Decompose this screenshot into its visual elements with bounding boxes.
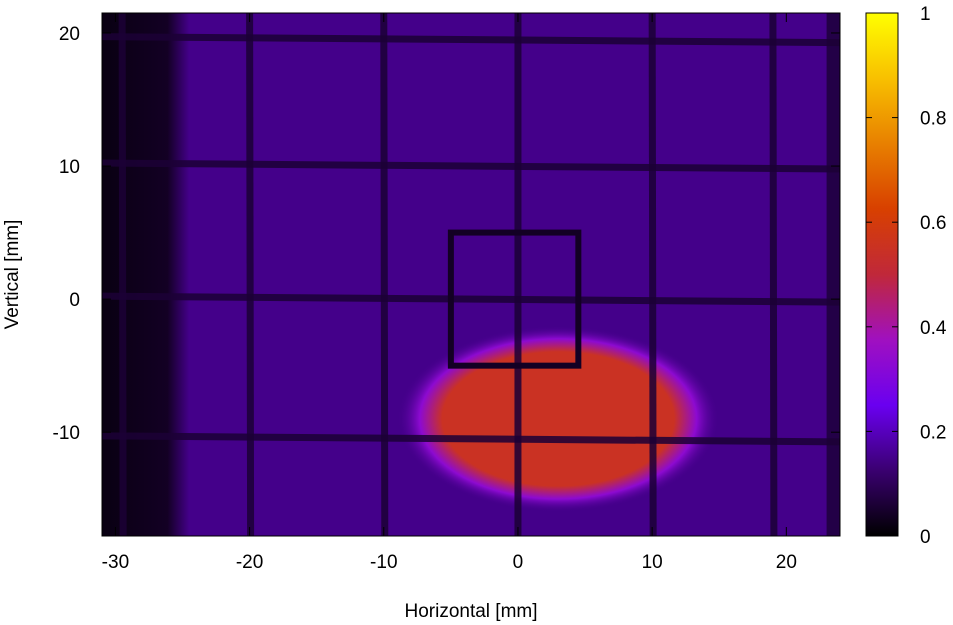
beam-spot: [397, 325, 720, 513]
x-tick-label: 0: [513, 552, 524, 573]
right-edge-region: [826, 13, 840, 536]
x-tick-label: -30: [102, 552, 129, 573]
y-tick-label: 10: [59, 157, 80, 178]
y-tick-label: 0: [69, 290, 80, 311]
colorbar-tick-label: 0.6: [920, 213, 946, 234]
plot-frame: [101, 12, 841, 537]
grid-wire-horizontal: [102, 33, 840, 47]
grid-wire-vertical: [380, 13, 389, 536]
colorbar-tick-label: 0.4: [920, 318, 947, 339]
colorbar-tick-label: 1: [920, 4, 931, 25]
heatmap-image: [102, 13, 840, 536]
grid-wire-vertical: [246, 13, 255, 536]
y-tick-label: -10: [53, 423, 80, 444]
x-tick-label: -20: [236, 552, 263, 573]
x-tick-label: 20: [776, 552, 797, 573]
axes: -30 -20 -10 0 10 20 20 10 0 -10: [53, 13, 840, 573]
grid-wire-horizontal: [102, 292, 840, 306]
colorbar: [865, 12, 899, 537]
y-axis-label: Vertical [mm]: [2, 220, 23, 330]
x-tick-label: 10: [642, 552, 663, 573]
colorbar-axis: 0 0.2 0.4 0.6 0.8 1: [866, 4, 947, 548]
aperture-frame: [447, 229, 582, 369]
grid-wire-vertical: [648, 13, 657, 536]
x-tick-label: -10: [370, 552, 397, 573]
grid-wire-horizontal: [102, 432, 840, 446]
y-tick-label: 20: [59, 24, 80, 45]
grid-wire-vertical: [118, 13, 127, 536]
x-axis-label: Horizontal [mm]: [404, 601, 537, 622]
dark-edge-region: [102, 13, 190, 536]
grid-wire-horizontal: [102, 159, 840, 173]
colorbar-tick-label: 0.2: [920, 422, 946, 443]
grid-wire-vertical: [769, 13, 778, 536]
colorbar-tick-label: 0: [920, 527, 931, 548]
colorbar-tick-label: 0.8: [920, 109, 946, 130]
